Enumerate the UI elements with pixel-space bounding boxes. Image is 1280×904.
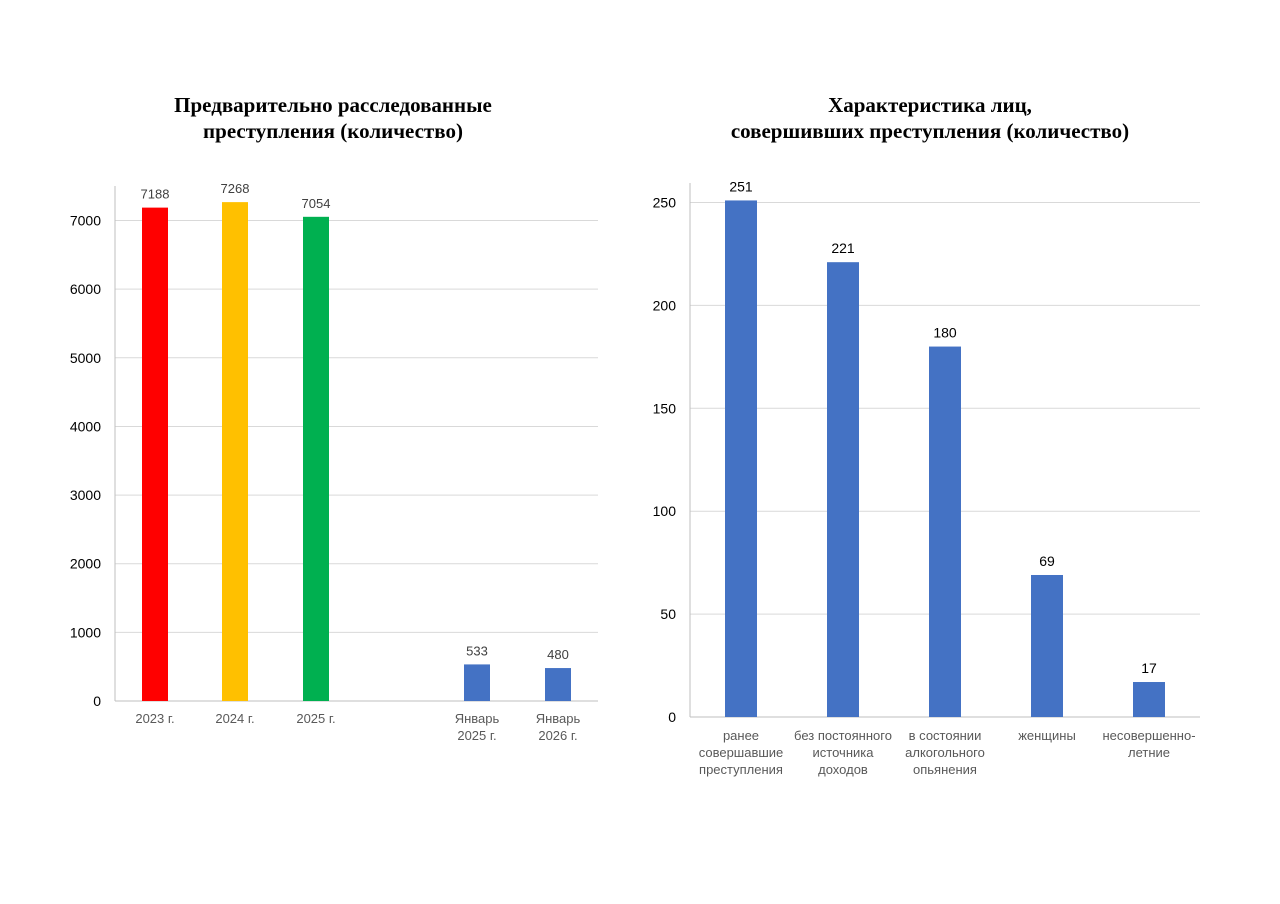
x-tick-label-line: летние	[1128, 745, 1170, 760]
data-label: 7054	[302, 196, 331, 211]
x-tick-label: несовершенно-летние	[1102, 728, 1195, 760]
y-tick-label: 200	[653, 297, 677, 313]
data-label: 7268	[221, 181, 250, 196]
y-tick-label: 0	[668, 709, 676, 725]
data-label: 480	[547, 647, 569, 662]
x-tick-label-line: совершавшие	[699, 745, 784, 760]
x-tick-label-line: в состоянии	[909, 728, 982, 743]
x-tick-label-line: 2026 г.	[538, 728, 577, 743]
x-tick-label: 2025 г.	[296, 711, 335, 726]
x-tick-label-line: 2025 г.	[457, 728, 496, 743]
y-tick-label: 6000	[70, 281, 101, 297]
bar	[303, 216, 329, 701]
x-tick-label-line: 2024 г.	[215, 711, 254, 726]
x-tick-label: женщины	[1018, 728, 1076, 743]
data-label: 17	[1141, 660, 1157, 676]
x-tick-label: ранее совершавшие преступления	[699, 728, 784, 777]
x-tick-label-line: без постоянного	[794, 728, 892, 743]
bar	[725, 200, 757, 717]
y-tick-label: 50	[660, 606, 676, 622]
bar-chart-crimes-investigated: 0 1000 2000 3000 4000 5000 6000 7000 7188 2023 г.…	[70, 181, 598, 743]
chart-title-offender-characteristics: Характеристика лиц, совершивших преступл…	[690, 92, 1170, 144]
bar	[1031, 574, 1063, 717]
chart-title-crimes-investigated: Предварительно расследованные преступлен…	[113, 92, 553, 144]
data-label: 7188	[141, 187, 170, 202]
data-label: 180	[933, 325, 957, 341]
chart-title-line: совершивших преступления (количество)	[730, 119, 1130, 143]
x-tick-label-line: Январь	[455, 711, 500, 726]
bar	[142, 207, 168, 702]
x-tick-label: без постоянного источника доходов	[794, 728, 892, 777]
y-tick-label: 2000	[70, 556, 101, 572]
y-tick-label: 4000	[70, 418, 101, 434]
chart-title-line: преступления (количество)	[203, 119, 463, 143]
y-tick-label: 150	[653, 400, 677, 416]
y-tick-label: 0	[93, 693, 101, 709]
bar	[222, 202, 248, 701]
x-tick-label: Январь 2026 г.	[536, 711, 581, 743]
x-tick-label-line: Январь	[536, 711, 581, 726]
data-label: 533	[466, 643, 488, 658]
y-tick-label: 100	[653, 503, 677, 519]
x-tick-label-line: доходов	[818, 762, 868, 777]
y-tick-label: 5000	[70, 350, 101, 366]
x-tick-label-line: 2023 г.	[135, 711, 174, 726]
y-tick-label: 250	[653, 195, 677, 211]
bar	[464, 664, 490, 701]
x-tick-label: 2024 г.	[215, 711, 254, 726]
y-tick-label: 1000	[70, 624, 101, 640]
data-label: 221	[831, 240, 855, 256]
x-tick-label-line: женщины	[1018, 728, 1076, 743]
y-tick-label: 7000	[70, 213, 101, 229]
x-tick-label-line: опьянения	[913, 762, 977, 777]
x-tick-label: в состоянии алкогольного опьянения	[905, 728, 985, 777]
bar	[929, 346, 961, 717]
chart-title-line: Характеристика лиц,	[828, 93, 1032, 117]
data-label: 69	[1039, 553, 1055, 569]
x-tick-label-line: преступления	[699, 762, 783, 777]
bar	[545, 668, 571, 701]
bar	[1133, 682, 1165, 717]
bar	[827, 262, 859, 717]
x-tick-label-line: источника	[813, 745, 875, 760]
chart-title-line: Предварительно расследованные	[174, 93, 492, 117]
x-tick-label: Январь 2025 г.	[455, 711, 500, 743]
x-tick-label-line: несовершенно-	[1102, 728, 1195, 743]
data-label: 251	[729, 178, 753, 194]
x-tick-label-line: ранее	[723, 728, 759, 743]
x-tick-label-line: алкогольного	[905, 745, 985, 760]
bar-chart-offender-characteristics: 0 50 100 150 200 250 251 ранее совершавшие престу…	[653, 178, 1200, 777]
y-tick-label: 3000	[70, 487, 101, 503]
x-tick-label-line: 2025 г.	[296, 711, 335, 726]
x-tick-label: 2023 г.	[135, 711, 174, 726]
